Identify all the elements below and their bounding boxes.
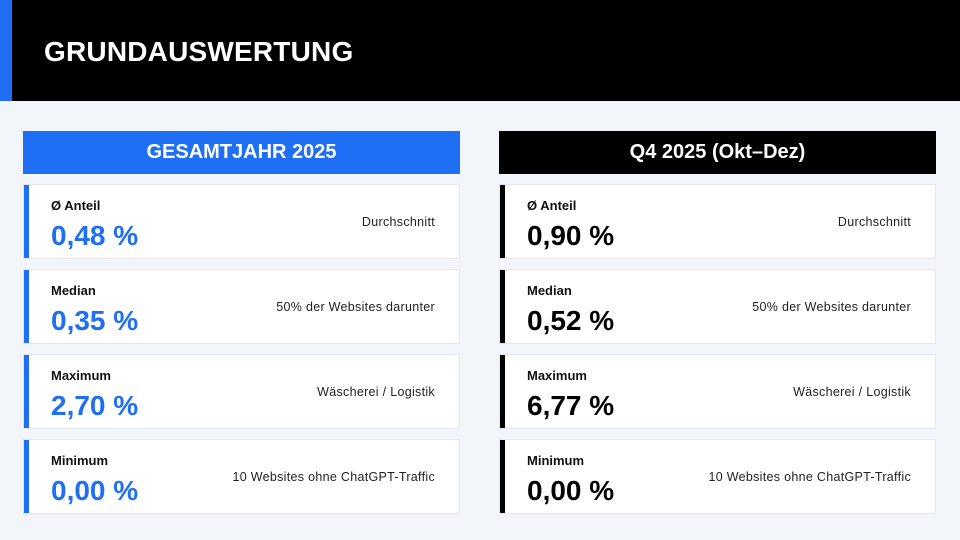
card-accent-bar xyxy=(500,185,505,258)
stat-note: 10 Websites ohne ChatGPT-Traffic xyxy=(708,470,911,484)
title-accent-bar xyxy=(0,0,12,101)
stat-note: 10 Websites ohne ChatGPT-Traffic xyxy=(232,470,435,484)
card-accent-bar xyxy=(500,270,505,343)
stat-note: Wäscherei / Logistik xyxy=(793,385,911,399)
page-title: GRUNDAUSWERTUNG xyxy=(44,36,354,67)
stat-card-average: Ø Anteil 0,48 % Durchschnitt xyxy=(23,184,460,259)
stat-card-minimum: Minimum 0,00 % 10 Websites ohne ChatGPT-… xyxy=(499,439,936,514)
stat-card-median: Median 0,35 % 50% der Websites darunter xyxy=(23,269,460,344)
card-accent-bar xyxy=(24,355,29,428)
stat-label: Median xyxy=(527,283,572,298)
card-accent-bar xyxy=(24,440,29,513)
stat-note: Durchschnitt xyxy=(361,215,435,229)
column-header: Q4 2025 (Okt–Dez) xyxy=(499,131,936,174)
column-q4: Q4 2025 (Okt–Dez) Ø Anteil 0,90 % Durchs… xyxy=(499,131,936,514)
stat-card-maximum: Maximum 6,77 % Wäscherei / Logistik xyxy=(499,354,936,429)
stat-value: 2,70 % xyxy=(51,390,139,421)
stat-label: Maximum xyxy=(527,368,587,383)
stat-note: 50% der Websites darunter xyxy=(752,300,911,314)
stat-label: Maximum xyxy=(51,368,111,383)
card-accent-bar xyxy=(24,185,29,258)
card-accent-bar xyxy=(24,270,29,343)
stat-label: Median xyxy=(51,283,96,298)
stat-label: Ø Anteil xyxy=(527,198,577,213)
stat-label: Minimum xyxy=(527,453,585,468)
stat-value: 0,48 % xyxy=(51,220,139,251)
stat-card-minimum: Minimum 0,00 % 10 Websites ohne ChatGPT-… xyxy=(23,439,460,514)
card-accent-bar xyxy=(500,355,505,428)
stat-card-average: Ø Anteil 0,90 % Durchschnitt xyxy=(499,184,936,259)
stat-value: 6,77 % xyxy=(527,390,615,421)
stat-value: 0,35 % xyxy=(51,305,139,336)
stat-card-median: Median 0,52 % 50% der Websites darunter xyxy=(499,269,936,344)
title-bar: GRUNDAUSWERTUNG xyxy=(0,0,960,101)
stat-value: 0,90 % xyxy=(527,220,615,251)
stat-note: 50% der Websites darunter xyxy=(276,300,435,314)
stat-note: Wäscherei / Logistik xyxy=(317,385,435,399)
stat-value: 0,00 % xyxy=(51,475,139,506)
stat-note: Durchschnitt xyxy=(837,215,911,229)
stat-label: Ø Anteil xyxy=(51,198,101,213)
stat-label: Minimum xyxy=(51,453,109,468)
card-accent-bar xyxy=(500,440,505,513)
stat-card-maximum: Maximum 2,70 % Wäscherei / Logistik xyxy=(23,354,460,429)
column-header: GESAMTJAHR 2025 xyxy=(23,131,460,174)
stat-value: 0,00 % xyxy=(527,475,615,506)
column-full-year: GESAMTJAHR 2025 Ø Anteil 0,48 % Durchsch… xyxy=(23,131,460,514)
stat-value: 0,52 % xyxy=(527,305,615,336)
